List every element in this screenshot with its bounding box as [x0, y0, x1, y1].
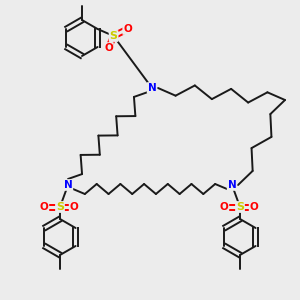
Text: O: O	[123, 24, 132, 34]
Text: N: N	[148, 83, 156, 93]
Text: S: S	[236, 202, 244, 212]
Text: S: S	[56, 202, 64, 212]
Text: O: O	[40, 202, 48, 212]
Text: O: O	[220, 202, 228, 212]
Text: O: O	[250, 202, 258, 212]
Text: N: N	[228, 180, 236, 190]
Text: O: O	[104, 43, 113, 53]
Text: N: N	[64, 180, 72, 190]
Text: S: S	[110, 31, 118, 41]
Text: O: O	[70, 202, 78, 212]
